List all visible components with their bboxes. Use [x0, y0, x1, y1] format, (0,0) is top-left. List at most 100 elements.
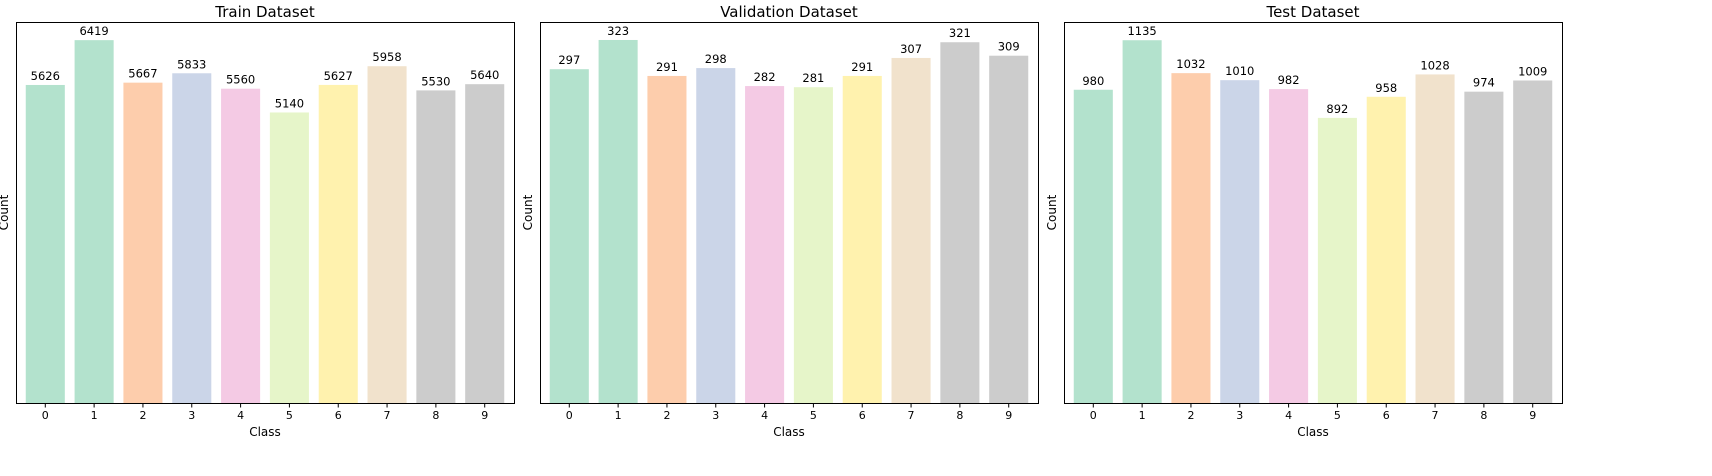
x-tick-label: 0: [566, 409, 573, 422]
bar-value-label: 1009: [1518, 64, 1547, 78]
bar-value-label: 1010: [1225, 64, 1254, 78]
bar-value-label: 892: [1326, 102, 1348, 116]
x-axis-label: Class: [773, 425, 805, 439]
x-tick-label: 5: [1334, 409, 1341, 422]
bar-class-2: [1171, 73, 1211, 403]
bar-class-4: [221, 88, 261, 403]
x-tick-label: 1: [91, 409, 98, 422]
y-axis-label: Count: [0, 194, 11, 230]
bar-class-8: [416, 90, 456, 404]
x-ticks: 0 1 2 3 4 5 6 7 8 9: [1090, 403, 1536, 422]
bars: 5626 6419 5667 5833 5560 5140 5627 5958 5530 5640: [25, 24, 505, 404]
x-tick-label: 6: [335, 409, 342, 422]
bar-class-2: [123, 82, 163, 404]
bar-class-9: [1513, 80, 1553, 404]
x-ticks: 0 1 2 3 4 5 6 7 8 9: [566, 403, 1012, 422]
bar-value-label: 5530: [421, 74, 450, 88]
x-ticks: 0 1 2 3 4 5 6 7 8 9: [42, 403, 488, 422]
x-axis-label: Class: [1297, 425, 1329, 439]
bar-class-6: [318, 84, 358, 404]
bar-class-9: [989, 55, 1029, 403]
bar-class-4: [1269, 89, 1309, 404]
bar-value-label: 5640: [470, 68, 499, 82]
plot-frame: [540, 22, 1039, 404]
bar-class-1: [1122, 40, 1162, 403]
bar-value-label: 980: [1082, 74, 1104, 88]
bar-value-label: 1032: [1176, 57, 1205, 71]
bar-value-label: 297: [558, 53, 580, 67]
bar-class-0: [549, 69, 589, 403]
chart-title: Validation Dataset: [720, 3, 858, 21]
bar-value-label: 5560: [226, 73, 255, 87]
bars: 297 323 291 298 282 281 291 307 321 309: [549, 24, 1029, 404]
bar-value-label: 5833: [177, 57, 206, 71]
x-tick-label: 2: [139, 409, 146, 422]
bar-class-5: [269, 112, 309, 403]
bar-value-label: 321: [949, 26, 971, 40]
bar-value-label: 5667: [128, 67, 157, 81]
x-tick-label: 3: [1236, 409, 1243, 422]
bar-value-label: 982: [1278, 73, 1300, 87]
bar-value-label: 298: [705, 52, 727, 66]
x-tick-label: 8: [956, 409, 963, 422]
bar-class-8: [1464, 91, 1504, 404]
x-tick-label: 7: [1432, 409, 1439, 422]
chart-title: Train Dataset: [214, 3, 315, 21]
y-axis-label: Count: [1045, 194, 1059, 230]
bar-class-7: [367, 66, 407, 404]
bar-value-label: 5140: [275, 96, 304, 110]
x-tick-label: 1: [1139, 409, 1146, 422]
bar-value-label: 5626: [31, 69, 60, 83]
x-tick-label: 5: [810, 409, 817, 422]
bar-class-5: [793, 87, 833, 403]
x-tick-label: 7: [908, 409, 915, 422]
bar-value-label: 281: [802, 71, 824, 85]
bar-class-0: [1073, 89, 1113, 403]
bar-class-7: [1415, 74, 1455, 404]
y-axis-label: Count: [521, 194, 535, 230]
bar-class-5: [1317, 117, 1357, 403]
x-tick-label: 6: [1383, 409, 1390, 422]
x-tick-label: 1: [615, 409, 622, 422]
x-tick-label: 8: [1480, 409, 1487, 422]
bar-class-1: [598, 39, 638, 403]
bar-value-label: 5958: [372, 50, 401, 64]
bar-class-1: [74, 40, 114, 404]
bar-class-9: [465, 84, 505, 404]
x-tick-label: 3: [188, 409, 195, 422]
bar-value-label: 309: [998, 40, 1020, 54]
chart-test: Test Dataset Class Count 980113510321010…: [1045, 3, 1563, 439]
bar-class-2: [647, 75, 687, 403]
bar-value-label: 323: [607, 24, 629, 38]
x-tick-label: 7: [384, 409, 391, 422]
x-axis-label: Class: [249, 425, 281, 439]
bar-value-label: 307: [900, 42, 922, 56]
chart-validation: Validation Dataset Class Count 297 323 291…: [521, 3, 1039, 439]
bar-class-6: [1366, 96, 1406, 403]
x-tick-label: 4: [761, 409, 768, 422]
x-tick-label: 0: [1090, 409, 1097, 422]
x-tick-label: 0: [42, 409, 49, 422]
bars: 980 1135 1032 1010 982 892 958 1028 974 1009: [1073, 24, 1553, 404]
bar-value-label: 291: [656, 60, 678, 74]
bar-value-label: 958: [1375, 81, 1397, 95]
bar-value-label: 291: [851, 60, 873, 74]
bar-class-3: [172, 73, 212, 404]
bar-class-8: [940, 42, 980, 403]
bar-class-3: [1220, 80, 1260, 404]
x-tick-label: 9: [481, 409, 488, 422]
plot-frame: [16, 22, 515, 404]
bar-value-label: 282: [754, 70, 776, 84]
x-tick-label: 9: [1005, 409, 1012, 422]
bar-class-6: [842, 75, 882, 403]
bar-class-0: [25, 84, 65, 403]
x-tick-label: 9: [1529, 409, 1536, 422]
x-tick-label: 5: [286, 409, 293, 422]
x-tick-label: 3: [712, 409, 719, 422]
bar-value-label: 1028: [1420, 58, 1449, 72]
bar-class-3: [696, 68, 736, 403]
x-tick-label: 2: [1187, 409, 1194, 422]
bar-value-label: 1135: [1127, 24, 1156, 38]
chart-title: Test Dataset: [1265, 3, 1359, 21]
